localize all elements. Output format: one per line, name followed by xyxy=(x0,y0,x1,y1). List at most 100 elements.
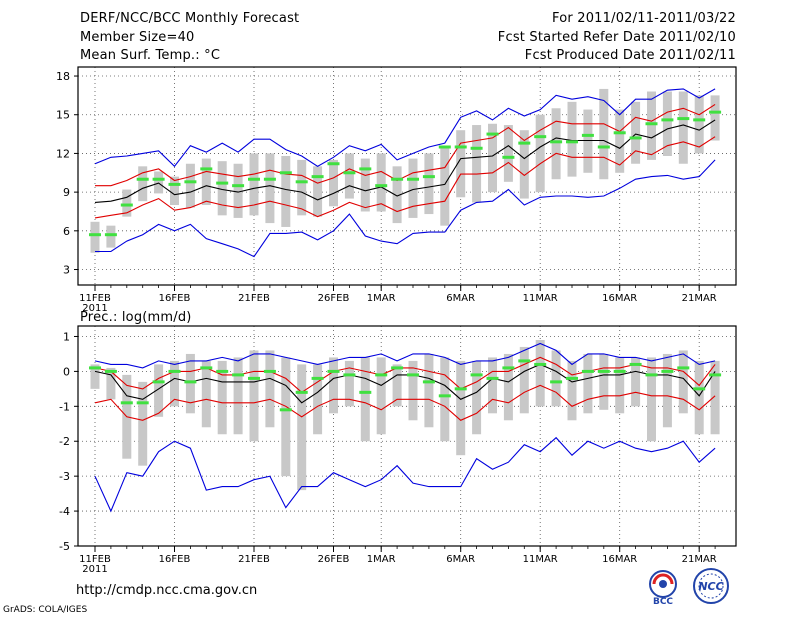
ensemble-box xyxy=(567,360,577,421)
x-tick-label: 26FEB xyxy=(318,293,350,304)
y-tick-label: -4 xyxy=(59,505,70,518)
ensemble-box xyxy=(265,350,275,428)
panel2-variable-label: Prec.: log(mm/d) xyxy=(80,310,192,325)
x-tick-label: 11FEB xyxy=(79,293,111,304)
ensemble-box xyxy=(106,367,116,400)
x-tick-label: 21MAR xyxy=(682,554,717,565)
ensemble-box xyxy=(265,153,275,224)
x-tick-label: 1MAR xyxy=(367,293,396,304)
ensemble-box xyxy=(281,156,291,227)
ensemble-box xyxy=(662,91,672,157)
y-tick-label: 12 xyxy=(56,147,70,160)
x-tick-label: 11MAR xyxy=(523,554,558,565)
ensemble-box xyxy=(535,339,545,407)
ensemble-box xyxy=(106,225,116,248)
ensemble-box xyxy=(583,109,593,173)
ensemble-box xyxy=(408,158,418,218)
panel-1: 3 6 9 12 15 18 11FEB 16FEB 21FEB 26FEB 1MAR 6MAR 11M… xyxy=(56,66,737,314)
ensemble-box xyxy=(154,364,164,417)
ensemble-box xyxy=(647,91,656,160)
panel-2: -5 -4 -3 -2 -1 0 1 11FEB 16FEB 21FEB 26FEB 1MAR 6MAR… xyxy=(59,325,737,575)
ensemble-box xyxy=(122,189,132,217)
x-tick-label: 11MAR xyxy=(523,293,558,304)
ensemble-box xyxy=(138,381,148,466)
y-tick-label: -5 xyxy=(59,540,70,553)
ensemble-box xyxy=(217,360,227,435)
x-tick-label: 6MAR xyxy=(446,554,475,565)
y-tick-label: -1 xyxy=(59,400,70,413)
min-line xyxy=(95,159,716,258)
ensemble-box xyxy=(694,360,704,435)
ensemble-box xyxy=(424,353,434,428)
bcc-logo-text: BCC xyxy=(653,597,673,606)
ensemble-box xyxy=(503,353,513,421)
ensemble-box xyxy=(488,123,497,193)
ensemble-box xyxy=(313,364,323,435)
y-tick-label: 6 xyxy=(63,225,70,238)
ensemble-mean-line xyxy=(94,363,716,404)
ensemble-box xyxy=(631,357,641,407)
ensemble-box xyxy=(678,350,688,414)
ensemble-box xyxy=(599,88,609,180)
ensemble-box xyxy=(233,357,243,435)
ensemble-box xyxy=(472,125,482,203)
ensemble-box xyxy=(615,357,625,414)
x-year-label: 2011 xyxy=(82,303,107,314)
ensemble-box xyxy=(329,357,338,414)
y-tick-label: 1 xyxy=(63,330,70,343)
panel1-variable-label: Mean Surf. Temp.: °C xyxy=(80,48,221,63)
ensemble-box xyxy=(90,364,100,389)
ensemble-box xyxy=(376,357,386,435)
ensemble-mean-line xyxy=(94,119,716,203)
x-tick-label: 21FEB xyxy=(238,293,270,304)
ncc-logo-text: NCC xyxy=(698,580,723,593)
ensemble-box xyxy=(329,159,338,207)
ensemble-box xyxy=(599,353,609,410)
lower-std-line xyxy=(94,136,716,219)
ensemble-box xyxy=(217,161,227,216)
ensemble-box xyxy=(138,166,148,202)
upper-std-line xyxy=(95,103,716,187)
ensemble-box xyxy=(567,101,577,177)
ensemble-box xyxy=(424,153,434,215)
ensemble-box xyxy=(551,108,561,180)
ensemble-box xyxy=(694,95,704,154)
x-tick-label: 16MAR xyxy=(602,554,637,565)
ensemble-box xyxy=(170,360,179,407)
upper-std-line xyxy=(94,356,716,393)
max-line xyxy=(94,88,716,168)
min-line xyxy=(94,436,716,513)
source-url[interactable]: http://cmdp.ncc.cma.gov.cn xyxy=(76,583,258,598)
ensemble-box xyxy=(472,360,482,435)
ensemble-box xyxy=(535,114,545,193)
y-tick-label: 0 xyxy=(63,365,70,378)
y-tick-label: 15 xyxy=(56,109,70,122)
chart-title: DERF/NCC/BCC Monthly Forecast xyxy=(80,11,300,26)
member-size: Member Size=40 xyxy=(80,30,195,45)
started-refer-date: Fcst Started Refer Date 2011/02/10 xyxy=(497,30,736,45)
y-tick-label: 18 xyxy=(56,70,70,83)
ensemble-box xyxy=(647,357,656,442)
ensemble-box xyxy=(344,360,354,407)
bcc-logo-icon: BCC xyxy=(640,568,686,607)
ensemble-box xyxy=(201,158,211,206)
y-tick-label: 9 xyxy=(63,186,70,199)
ensemble-box xyxy=(408,360,418,421)
ensemble-box xyxy=(583,353,593,414)
ensemble-box xyxy=(233,163,243,218)
ensemble-box xyxy=(313,166,323,217)
ensemble-box xyxy=(360,357,370,442)
ensemble-box xyxy=(456,130,466,198)
ensemble-box xyxy=(281,357,291,477)
ensemble-box xyxy=(360,158,370,212)
produced-date: Fcst Produced Date 2011/02/11 xyxy=(524,48,736,63)
x-tick-label: 26FEB xyxy=(318,554,350,565)
y-tick-label: 3 xyxy=(63,264,70,277)
grads-credit: GrADS: COLA/IGES xyxy=(3,605,88,615)
ensemble-box xyxy=(249,350,259,442)
x-tick-label: 21MAR xyxy=(682,293,717,304)
ensemble-box xyxy=(615,109,625,173)
ensemble-box xyxy=(519,346,529,414)
ensemble-box xyxy=(297,364,307,491)
